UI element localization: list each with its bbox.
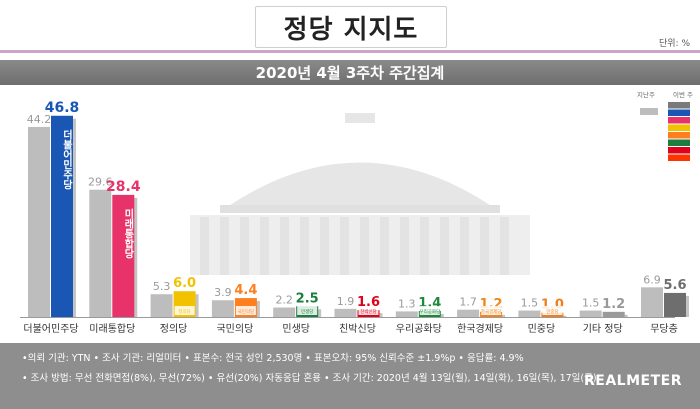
survey-info: •의뢰 기관: YTN • 조사 기관: 리얼미터 • 표본수: 전국 성인 2… [22, 349, 597, 389]
legend-this-swatch [668, 154, 690, 161]
legend-prev-label: 지난주 [637, 90, 655, 99]
value-label-prev: 1.3 [398, 297, 416, 310]
category-label: 민생당 [282, 323, 310, 335]
party-logo-box [358, 306, 379, 315]
bar-prev [150, 294, 173, 317]
unit-label: 단위: % [658, 39, 690, 49]
party-logo-box [481, 306, 502, 315]
category-label: 기타 정당 [583, 323, 623, 335]
legend-this-swatch [668, 147, 690, 154]
survey-info-line-2: • 조사 방법: 무선 전화면접(8%), 무선(72%) • 유선(20%) … [22, 373, 597, 384]
bar-party-label: 더불어민주당 [61, 129, 73, 191]
party-logo-text: 친박신당 [360, 308, 377, 315]
category-label: 정의당 [160, 323, 188, 335]
bar-cur [664, 292, 686, 317]
party-logo-box [419, 306, 440, 315]
value-label-prev: 29.6 [88, 176, 113, 189]
value-label-prev: 44.2 [27, 113, 52, 126]
category-label: 친박신당 [339, 323, 376, 335]
category-label: 미래통합당 [89, 323, 135, 335]
value-label-prev: 1.7 [459, 296, 477, 309]
bar-prev [89, 189, 112, 317]
page-title: 정당 지지도 [255, 6, 447, 48]
legend-prev-swatch [640, 108, 658, 115]
survey-info-line-1: •의뢰 기관: YTN • 조사 기관: 리얼미터 • 표본수: 전국 성인 2… [22, 353, 524, 364]
value-label-cur: 46.8 [45, 100, 80, 116]
bar-prev [457, 309, 480, 317]
party-logo-text: 정의당 [178, 308, 190, 315]
value-label-prev: 3.9 [214, 286, 232, 299]
value-label-cur: 1.2 [602, 297, 625, 312]
category-label: 무당층 [650, 323, 678, 335]
value-label-cur: 4.4 [234, 283, 257, 298]
party-logo-text: 우리공화당 [419, 308, 440, 315]
party-logo-box [542, 306, 563, 315]
value-label-prev: 5.3 [153, 280, 171, 293]
legend-this-swatch [668, 102, 690, 109]
subtitle: 2020년 4월 3주차 주간집계 [255, 64, 445, 82]
bar-cur [112, 194, 135, 317]
legend-this-swatch [668, 117, 690, 124]
value-label-cur: 28.4 [106, 179, 141, 195]
legend-this-swatch [668, 139, 690, 146]
legend-this-swatch [668, 109, 690, 116]
party-logo-box [174, 306, 195, 315]
party-logo-text: 민중당 [546, 308, 558, 315]
bar-prev [395, 311, 418, 317]
realmeter-logo: REALMETER [584, 373, 682, 389]
value-label-cur: 2.5 [296, 291, 319, 306]
header-divider [0, 50, 700, 53]
value-label-prev: 1.5 [582, 297, 600, 310]
category-label: 더불어민주당 [23, 323, 78, 335]
category-label: 국민의당 [216, 323, 253, 335]
party-logo-box [297, 306, 318, 315]
category-label: 민중당 [528, 323, 556, 335]
value-label-prev: 1.9 [337, 295, 355, 308]
party-logo-text: 한국경제당 [481, 308, 502, 315]
value-label-prev: 1.5 [521, 297, 539, 310]
party-logo-text: 국민의당 [238, 308, 255, 315]
bar-party-label: 미래통합당 [122, 208, 134, 260]
bar-prev [518, 310, 541, 317]
legend-this-label: 이번 주 [673, 90, 693, 99]
background-building [190, 113, 530, 275]
value-label-cur: 5.6 [663, 278, 686, 293]
category-label: 우리공화당 [396, 323, 442, 335]
value-label-prev: 6.9 [643, 273, 661, 286]
bar-cur [602, 311, 625, 317]
bar-prev [334, 308, 357, 317]
footer: •의뢰 기관: YTN • 조사 기관: 리얼미터 • 표본수: 전국 성인 2… [0, 343, 700, 409]
bar-cur [51, 115, 73, 317]
party-logo-text: 민생당 [301, 308, 313, 315]
category-label: 한국경제당 [457, 322, 503, 335]
legend-this-swatch [668, 132, 690, 139]
bar-chart: 44.246.8더불어민주당더불어민주당29.628.4미래통합당미래통합당5.… [20, 90, 693, 335]
value-label-cur: 6.0 [173, 276, 196, 291]
party-logo-box [235, 306, 256, 315]
bar-prev [579, 310, 602, 317]
bar-prev [211, 300, 234, 317]
bar-prev [28, 126, 50, 317]
legend-this-swatch [668, 124, 690, 131]
bar-prev [641, 287, 663, 317]
bar-prev [273, 307, 296, 317]
subtitle-bar: 2020년 4월 3주차 주간집계 [0, 60, 700, 85]
value-label-prev: 2.2 [275, 294, 293, 307]
